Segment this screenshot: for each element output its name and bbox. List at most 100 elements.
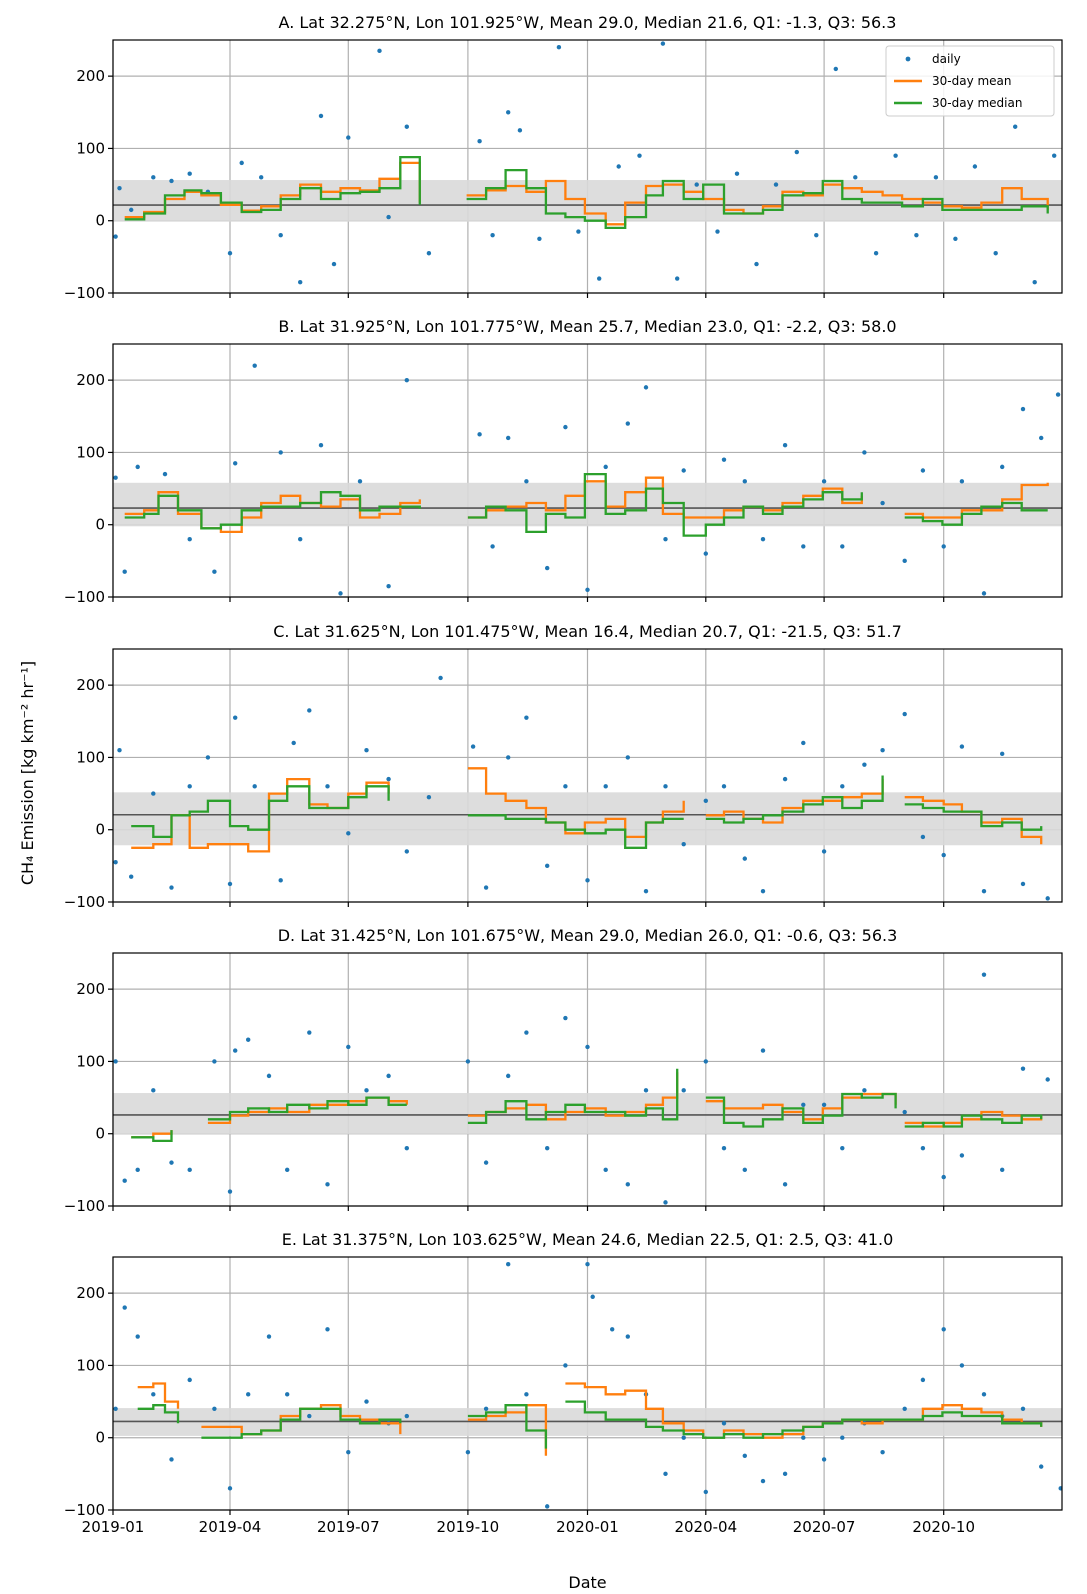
daily-point (637, 153, 642, 158)
legend: daily 30-day mean 30-day median (885, 45, 1055, 117)
daily-point (821, 479, 827, 484)
daily-point (1058, 1486, 1062, 1491)
y-tick-label: −100 (64, 1197, 105, 1215)
daily-point (117, 185, 122, 191)
daily-point (1039, 1464, 1044, 1469)
daily-point (364, 1088, 369, 1093)
daily-point (801, 544, 806, 549)
legend-label: 30-day median (932, 96, 1022, 110)
daily-point (169, 1160, 174, 1165)
y-tick-label: 0 (95, 516, 105, 534)
daily-point (506, 755, 511, 760)
daily-point (760, 536, 766, 542)
daily-point (703, 551, 708, 556)
daily-point (483, 885, 489, 890)
daily-point (643, 888, 649, 894)
daily-point (902, 1109, 907, 1115)
daily-point (801, 1435, 806, 1440)
daily-point (386, 1073, 391, 1079)
daily-point (377, 48, 382, 54)
daily-point (278, 450, 283, 455)
daily-point (880, 748, 885, 753)
daily-point (331, 261, 337, 267)
daily-point (404, 124, 409, 129)
daily-point (840, 1435, 845, 1440)
daily-point (1045, 1077, 1050, 1082)
daily-point (814, 232, 819, 238)
daily-point (643, 385, 649, 390)
y-tick-label: −100 (64, 284, 105, 302)
panel-title: B. Lat 31.925°N, Lon 101.775°W, Mean 25.… (278, 317, 896, 336)
daily-point (981, 1392, 987, 1397)
daily-point (694, 182, 699, 187)
daily-point (742, 1453, 747, 1458)
daily-point (187, 171, 192, 176)
daily-point (524, 715, 529, 720)
daily-point (205, 755, 211, 760)
daily-point (625, 1182, 630, 1187)
daily-point (782, 1471, 788, 1477)
y-tick-label: 0 (95, 1429, 105, 1447)
daily-point (703, 1489, 708, 1495)
daily-point (357, 479, 363, 484)
daily-point (880, 500, 885, 506)
daily-point (610, 1327, 615, 1332)
daily-point (1020, 1406, 1026, 1412)
y-tick-label: −100 (64, 588, 105, 606)
plot-area (113, 972, 1050, 1205)
daily-point (563, 784, 568, 789)
daily-point (318, 113, 324, 119)
daily-point (187, 1167, 192, 1173)
daily-point (1055, 392, 1061, 397)
daily-point (760, 1048, 766, 1053)
daily-point (162, 471, 168, 477)
daily-point (721, 457, 727, 462)
daily-point (364, 748, 369, 753)
y-tick-label: 100 (76, 1052, 105, 1070)
daily-point (862, 1088, 867, 1093)
daily-point (1000, 1167, 1005, 1173)
daily-point (801, 740, 806, 746)
daily-point (266, 1073, 272, 1079)
daily-point (307, 1030, 312, 1035)
daily-point (840, 1145, 845, 1151)
daily-point (663, 784, 668, 789)
daily-point (821, 1457, 827, 1462)
panel-title: C. Lat 31.625°N, Lon 101.475°W, Mean 16.… (273, 622, 902, 641)
daily-point (902, 558, 907, 564)
daily-point (483, 1160, 489, 1165)
daily-point (873, 251, 879, 256)
daily-point (113, 475, 118, 480)
daily-point (933, 175, 939, 180)
daily-point (603, 1167, 608, 1173)
daily-point (129, 207, 134, 213)
daily-point (490, 232, 495, 238)
daily-point (246, 1392, 251, 1397)
iqr-band (113, 180, 1062, 222)
legend-box (885, 45, 1055, 117)
daily-point (563, 424, 568, 430)
daily-point (643, 1088, 649, 1093)
daily-point (233, 461, 238, 466)
y-tick-label: 200 (76, 676, 105, 694)
daily-point (187, 784, 192, 789)
daily-point (386, 776, 391, 782)
daily-point (625, 755, 630, 760)
daily-point (545, 1145, 550, 1151)
daily-point (122, 1178, 127, 1183)
daily-point (135, 1334, 140, 1339)
daily-point (902, 1406, 907, 1412)
daily-point (675, 276, 680, 281)
median-series-line (131, 1068, 1043, 1143)
daily-point (585, 1044, 590, 1050)
daily-point (122, 569, 127, 574)
daily-point (386, 214, 391, 220)
daily-point (563, 1363, 568, 1368)
daily-point (959, 479, 965, 484)
daily-point (972, 164, 978, 169)
daily-point (773, 182, 779, 187)
daily-point (941, 1327, 946, 1332)
daily-point (902, 711, 907, 717)
daily-point (862, 450, 867, 455)
daily-point (981, 591, 987, 596)
